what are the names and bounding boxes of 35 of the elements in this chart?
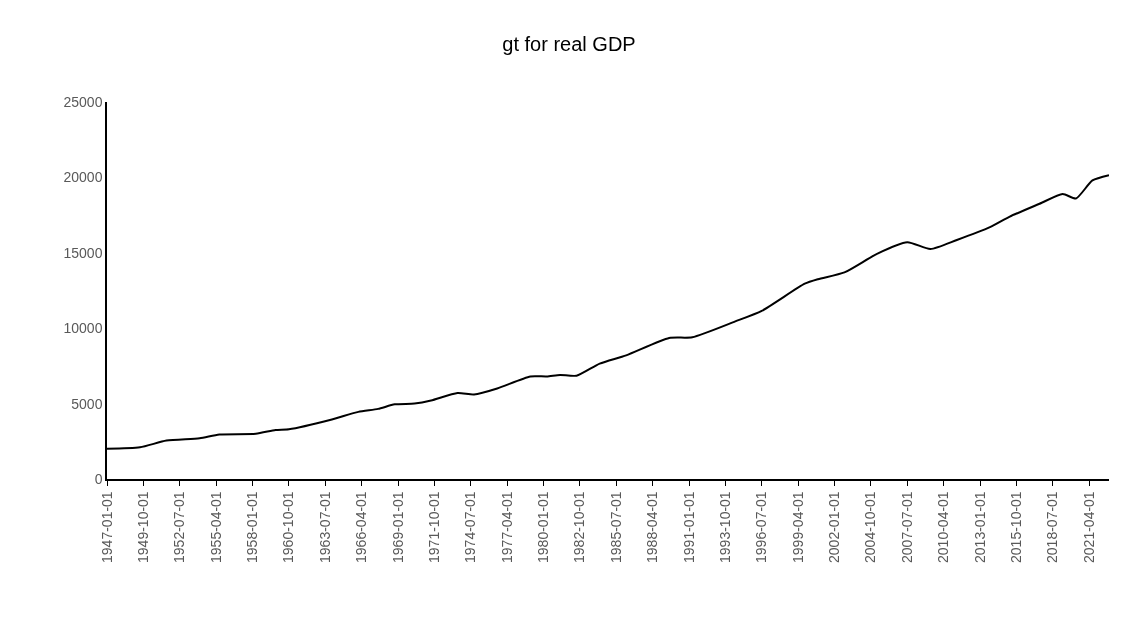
x-tick-label: 1947-01-01 <box>98 491 115 563</box>
x-tick-label: 1958-01-01 <box>244 491 261 563</box>
y-tick-label: 20000 <box>63 169 103 186</box>
x-tick-label: 2004-10-01 <box>862 491 879 563</box>
chart-title: gt for real GDP <box>502 32 636 55</box>
x-tick-label: 1955-04-01 <box>207 491 224 563</box>
x-tick-label: 1969-01-01 <box>389 491 406 563</box>
x-tick-label: 1966-04-01 <box>353 491 370 563</box>
x-tick-label: 2021-04-01 <box>1080 491 1097 563</box>
x-tick-label: 1963-07-01 <box>316 491 333 563</box>
x-tick-label: 1991-01-01 <box>680 491 697 563</box>
y-tick-label: 5000 <box>71 395 103 412</box>
x-tick-label: 1996-07-01 <box>753 491 770 563</box>
y-tick-label: 15000 <box>63 244 103 261</box>
x-tick-label: 1949-10-01 <box>134 491 151 563</box>
x-tick-label: 1982-10-01 <box>571 491 588 563</box>
x-tick-label: 1960-10-01 <box>280 491 297 563</box>
x-tick-label: 2015-10-01 <box>1007 491 1024 563</box>
x-tick-label: 1980-01-01 <box>535 491 552 563</box>
y-tick-label: 10000 <box>63 320 103 337</box>
x-tick-label: 1988-04-01 <box>644 491 661 563</box>
x-tick-label: 2002-01-01 <box>826 491 843 563</box>
x-tick-label: 1974-07-01 <box>462 491 479 563</box>
x-tick-label: 1993-10-01 <box>716 491 733 563</box>
x-tick-label: 1971-10-01 <box>425 491 442 563</box>
x-tick-label: 1952-07-01 <box>171 491 188 563</box>
y-tick-label: 0 <box>94 470 103 487</box>
y-tick-label: 25000 <box>63 93 103 110</box>
x-tick-label: 2018-07-01 <box>1044 491 1061 563</box>
x-tick-label: 2010-04-01 <box>935 491 952 563</box>
x-tick-label: 2013-01-01 <box>971 491 988 563</box>
x-tick-label: 1977-04-01 <box>498 491 515 563</box>
x-tick-label: 1999-04-01 <box>789 491 806 563</box>
x-tick-label: 1985-07-01 <box>607 491 624 563</box>
x-tick-label: 2007-07-01 <box>898 491 915 563</box>
